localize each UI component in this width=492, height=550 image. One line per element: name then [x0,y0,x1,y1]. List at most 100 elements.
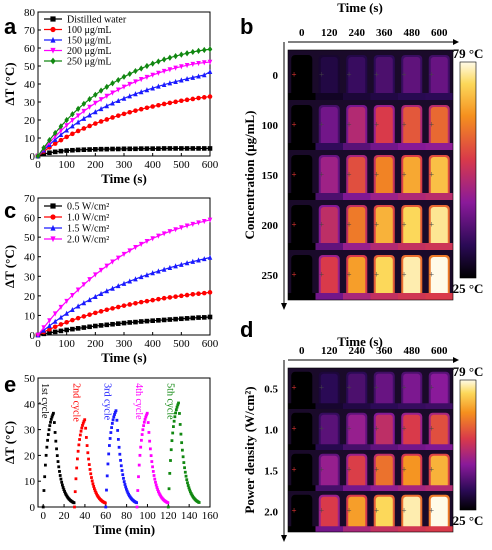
a-data-point [179,77,184,83]
e-ytick-label: 30 [24,425,36,437]
e-data-point [137,475,140,479]
c-data-point [133,319,138,325]
a-data-point [161,101,167,107]
b-vial [293,157,311,196]
a-data-point [121,84,127,90]
b-vial [293,57,311,96]
a-data-point [104,83,110,90]
a-data-point [133,146,138,152]
a-data-point [52,134,58,140]
e-data-point [172,425,175,429]
d-crosshair: + [374,506,379,516]
a-data-point [184,62,190,69]
a-data-point [110,80,115,87]
a-data-point [127,81,133,87]
a-data-point [167,54,173,61]
a-data-point [179,98,184,104]
e-data-point [149,454,153,458]
e-data-point [46,433,50,436]
b-vial-base [370,243,398,250]
d-row-label: 1.0 [264,425,278,437]
a-data-point [207,94,213,99]
a-data-point [41,151,47,157]
a-data-point [133,79,138,85]
e-data-point [48,424,52,428]
e-data-point [141,428,145,432]
a-data-point [115,146,121,152]
d-col-label: 0 [299,345,305,357]
b-col-label: 600 [431,27,448,39]
a-ytick-label: 40 [24,79,36,91]
b-colorbar-max: 79 °C [453,46,484,61]
a-data-point [110,115,115,120]
c-data-point [115,321,121,326]
e-data-point [50,415,54,419]
e-data-point [120,469,124,472]
d-vial [375,455,393,488]
e-data-point [154,483,158,487]
b-vial [375,57,393,96]
b-left-arrow [281,303,287,310]
c-data-point [81,325,87,330]
a-data-point [138,106,144,112]
a-data-point [121,95,127,101]
b-vial-base [288,193,316,200]
a-data-point [179,51,184,58]
b-vial-base [288,143,316,150]
a-data-point [93,121,98,126]
e-data-point [139,445,143,449]
c-data-point [173,316,178,322]
d-vial-base [398,485,426,491]
c-data-point [70,326,75,332]
a-xlabel: Time (s) [101,171,147,186]
c-data-point [167,317,173,322]
d-crosshair: + [292,424,297,434]
thermal-b-header: Time (s) [337,0,383,15]
e-data-point [94,491,98,494]
d-vial [375,496,393,529]
d-vial-base [425,485,453,491]
a-data-point [64,127,69,133]
a-data-point [207,146,213,151]
a-data-point [167,80,173,86]
e-data-point [90,479,94,483]
b-vial-base [343,143,371,150]
a-data-point [104,117,110,122]
c-legend-marker [50,224,56,231]
a-data-point [207,46,213,53]
c-xtick-label: 200 [87,338,104,350]
a-data-point [64,123,69,129]
e-data-point [88,468,92,471]
e-data-point [156,488,160,492]
a-data-point [190,74,196,80]
b-vial [320,257,338,296]
a-data-point [75,105,81,112]
b-crosshair: + [374,220,379,230]
b-vial-base [315,143,343,150]
e-data-point [46,438,49,442]
e-data-point [106,462,110,466]
a-data-point [196,95,201,101]
a-data-point [121,111,127,117]
e-data-point [78,438,81,441]
e-data-point [189,490,192,494]
c-ytick-label: 10 [24,310,36,322]
e-data-point [150,460,154,463]
c-data-point [196,257,201,263]
e-data-point [74,477,78,481]
e-xtick-label: 100 [139,510,156,522]
e-data-point [109,431,113,434]
e-data-point [178,412,181,415]
b-crosshair: + [319,170,324,180]
a-data-point [190,146,196,151]
a-data-point [81,126,87,131]
e-data-point [140,438,143,442]
e-data-point [184,474,188,478]
a-data-point [184,50,190,57]
c-series-line-1 [37,291,211,336]
a-xtick-label: 100 [58,159,75,171]
b-colorbar [459,61,477,279]
e-data-point [43,475,47,479]
c-data-point [64,310,69,316]
b-vial-base [315,193,343,200]
